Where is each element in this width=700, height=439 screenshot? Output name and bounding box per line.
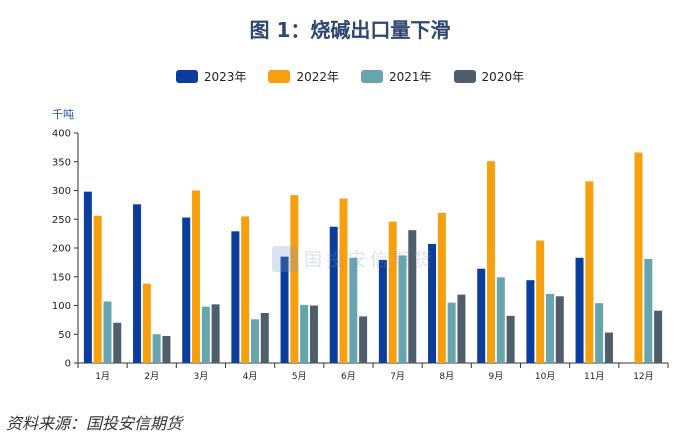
bar-2023年 [378,260,387,363]
legend-label: 2021年 [389,70,432,84]
watermark: 国投安信期货 [272,246,436,272]
legend-item-2020[interactable]: 2020年 [453,68,525,85]
x-tick-label: 1月 [95,371,110,382]
bar-2023年 [182,217,191,363]
legend-item-2021[interactable]: 2021年 [361,68,432,85]
bar-2021年 [595,303,604,363]
bar-2022年 [487,161,496,363]
bar-2021年 [398,255,407,363]
legend-swatch [361,70,383,83]
x-tick-label: 5月 [292,371,307,382]
bar-2022年 [290,195,299,363]
y-tick-label: 100 [52,301,71,312]
bar-2022年 [388,221,397,363]
source-note: 资料来源：国投安信期货 [6,414,183,433]
x-tick-label: 9月 [489,371,504,382]
bar-2021年 [349,257,358,363]
y-axis-label: 千吨 [52,108,74,121]
bar-2020年 [260,312,269,363]
bar-2022年 [142,283,151,363]
bar-2020年 [604,332,613,363]
bar-2020年 [506,315,515,363]
x-tick-label: 4月 [243,371,258,382]
bar-2021年 [103,301,112,363]
bar-2023年 [526,280,535,363]
x-tick-label: 6月 [341,371,356,382]
bar-2023年 [477,268,486,363]
bar-2021年 [201,306,210,363]
legend-swatch [453,70,476,83]
watermark-logo-icon [272,246,298,272]
x-tick-label: 7月 [390,371,405,382]
x-tick-label: 2月 [144,371,159,382]
bar-2021年 [250,319,259,363]
y-tick-label: 300 [52,186,71,197]
x-tick-label: 8月 [439,371,454,382]
chart-title: 图 1：烧碱出口量下滑 [249,18,451,42]
y-tick-label: 0 [65,359,71,370]
bar-2023年 [133,204,142,363]
bar-2023年 [83,191,92,363]
bar-2021年 [300,304,309,363]
legend-item-2023[interactable]: 2023年 [175,68,247,85]
y-tick-label: 250 [52,215,71,226]
bar-2022年 [536,240,545,363]
bar-2020年 [457,294,466,363]
x-tick-label: 11月 [584,371,604,382]
bar-2020年 [309,305,318,363]
bar-2023年 [329,226,338,363]
legend-item-2022[interactable]: 2022年 [268,68,339,85]
y-tick-label: 50 [58,330,71,341]
legend-label: 2022年 [296,70,339,84]
bar-2023年 [280,256,289,363]
bar-2023年 [231,231,240,363]
legend-label: 2023年 [203,70,247,84]
bar-2021年 [545,294,554,363]
bar-2020年 [555,296,564,363]
y-tick-label: 350 [52,157,71,168]
bar-2022年 [437,212,446,363]
bar-2020年 [654,310,663,363]
bar-2021年 [152,334,161,363]
bar-2022年 [339,198,348,363]
y-tick-label: 400 [52,129,71,140]
legend-swatch [268,70,291,83]
bar-2020年 [211,304,220,363]
bar-2020年 [408,230,417,363]
bar-2022年 [192,190,201,363]
bar-2023年 [575,257,584,363]
bar-2021年 [644,258,653,363]
y-tick-label: 150 [52,272,71,283]
x-tick-label: 3月 [194,371,209,382]
bar-2021年 [496,277,505,363]
bar-2022年 [93,215,102,363]
bar-2022年 [241,216,250,363]
bar-2020年 [162,335,171,363]
bar-2022年 [634,152,643,363]
bar-2022年 [585,181,594,363]
legend-label: 2020年 [481,70,525,84]
legend-swatch [175,70,198,83]
chart-legend: 2023年 2022年 2021年 2020年 [0,68,700,85]
x-tick-label: 10月 [535,371,555,382]
bar-2023年 [428,243,437,363]
x-tick-label: 12月 [633,371,653,382]
bar-2021年 [447,302,456,363]
bar-2020年 [359,316,368,363]
bar-2020年 [113,322,122,363]
y-tick-label: 200 [52,244,71,255]
watermark-text: 国投安信期货 [304,250,436,271]
